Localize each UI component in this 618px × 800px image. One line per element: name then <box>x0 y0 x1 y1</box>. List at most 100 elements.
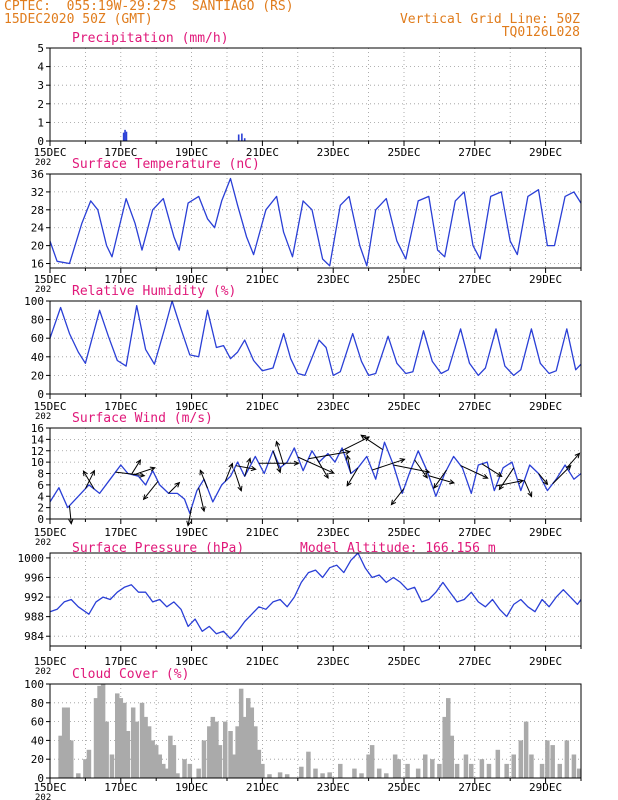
cloud-bar <box>214 721 219 778</box>
cloud-bar <box>442 716 447 778</box>
cloud-bar <box>245 698 251 778</box>
wind-arrow-head <box>174 481 181 488</box>
cloud-ytick-label: 100 <box>24 678 44 691</box>
wind-arrow-head <box>237 485 243 492</box>
cloud-bar <box>235 726 240 778</box>
header-station: CPTEC: 055:19W-29:27S SANTIAGO (RS) <box>4 0 294 14</box>
cloud-ytick-label: 60 <box>31 716 44 729</box>
cloud-xtick-label: 27DEC <box>458 781 491 794</box>
pressure-ytick-label: 984 <box>24 630 44 643</box>
cloud-bar <box>228 731 233 778</box>
cloud-bar <box>359 773 364 778</box>
wind-arrow <box>233 469 242 491</box>
precip-bar <box>124 129 126 141</box>
humidity-ytick-label: 100 <box>24 295 44 308</box>
cloud-bar <box>134 721 139 778</box>
wind-arrow-head <box>345 454 351 461</box>
wind-arrow <box>360 434 384 451</box>
humidity-xtick-label: 21DEC <box>246 400 279 413</box>
wind-title: Surface Wind (m/s) <box>72 411 213 426</box>
cloud-bar <box>299 766 304 778</box>
wind-arrow <box>371 458 405 471</box>
cloud-bar <box>422 754 428 778</box>
cloud-bar <box>238 688 244 778</box>
temperature-xtick-label: 27DEC <box>458 273 491 286</box>
pressure-xtick-label: 17DEC <box>104 655 137 668</box>
cloud-bar <box>545 740 550 778</box>
pressure-ytick-label: 988 <box>24 611 44 624</box>
cloud-xsub-label: 202 <box>35 793 51 800</box>
cloud-bar <box>327 772 332 778</box>
cloud-bar <box>139 702 145 778</box>
wind-arrow-head <box>250 465 257 472</box>
cloud-bar <box>122 702 127 778</box>
header-grid-note: Vertical Grid Line: 50Z <box>399 12 580 27</box>
cloud-xtick-label: 25DEC <box>387 781 420 794</box>
cloud-bar <box>306 751 311 778</box>
precip-ytick-label: 4 <box>37 61 44 74</box>
temperature-xtick-label: 19DEC <box>175 273 208 286</box>
wind-arrow-head <box>496 471 503 478</box>
wind-arrow <box>143 481 159 500</box>
precip-xtick-label: 21DEC <box>246 146 279 159</box>
precip-xtick-label: 23DEC <box>317 146 350 159</box>
wind-arrow <box>244 458 251 477</box>
wind-arrow-head <box>433 483 439 490</box>
cloud-bar <box>100 684 106 778</box>
cloud-bar <box>146 726 152 778</box>
cloud-bar <box>405 763 410 778</box>
precip-bar <box>125 131 128 141</box>
temperature-xtick-label: 17DEC <box>104 273 137 286</box>
pressure-ytick-label: 1000 <box>18 552 45 565</box>
cloud-bar <box>523 721 529 778</box>
cloud-bar <box>469 763 474 778</box>
cloud-bar <box>571 754 577 778</box>
wind-arrow <box>133 467 155 476</box>
humidity-xtick-label: 15DEC <box>33 400 66 413</box>
cloud-bar <box>352 768 357 778</box>
wind-xtick-label: 21DEC <box>246 526 279 539</box>
wind-arrow-head <box>542 479 549 486</box>
wind-arrow <box>315 456 329 479</box>
cloud-bar <box>518 740 524 778</box>
cloud-bar <box>284 774 290 778</box>
cloud-bar <box>168 735 173 778</box>
wind-arrow-head <box>200 506 206 513</box>
pressure-xtick-label: 21DEC <box>246 655 279 668</box>
temperature-xtick-label: 29DEC <box>529 273 562 286</box>
cloud-bar <box>320 773 325 778</box>
cloud-bar <box>182 759 187 778</box>
wind-series-line <box>49 441 582 514</box>
cloud-ytick-label: 20 <box>31 753 44 766</box>
wind-arrow-head <box>518 478 525 485</box>
header-model-id: TQ0126L028 <box>501 25 580 40</box>
humidity-title: Relative Humidity (%) <box>72 284 236 299</box>
pressure-xtick-label: 15DEC <box>33 655 66 668</box>
wind-arrow-head <box>149 466 156 472</box>
wind-arrow-head <box>276 467 282 474</box>
wind-xtick-label: 17DEC <box>104 526 137 539</box>
cloud-bar <box>511 754 516 778</box>
cloud-bar <box>253 726 258 778</box>
wind-xtick-label: 25DEC <box>387 526 420 539</box>
cloud-ytick-label: 80 <box>31 697 44 710</box>
wind-arrow-head <box>199 469 205 476</box>
pressure-frame <box>49 552 582 647</box>
temperature-xsub-label: 202 <box>35 285 51 295</box>
wind-arrow-head <box>574 452 581 459</box>
wind-arrow-head <box>482 473 489 479</box>
precip-bar <box>241 133 243 141</box>
cloud-xtick-label: 15DEC <box>33 781 66 794</box>
wind-xtick-label: 15DEC <box>33 526 66 539</box>
temperature-xtick-label: 25DEC <box>387 273 420 286</box>
pressure-xtick-label: 25DEC <box>387 655 420 668</box>
cloud-bar <box>104 721 109 778</box>
wind-arrow <box>428 475 455 484</box>
wind-arrow <box>498 467 515 490</box>
humidity-xtick-label: 17DEC <box>104 400 137 413</box>
cloud-bar <box>430 759 435 778</box>
wind-arrow-head <box>360 434 367 440</box>
wind-arrow <box>83 470 95 490</box>
cloud-bar <box>338 763 343 778</box>
cloud-bar <box>313 768 318 778</box>
